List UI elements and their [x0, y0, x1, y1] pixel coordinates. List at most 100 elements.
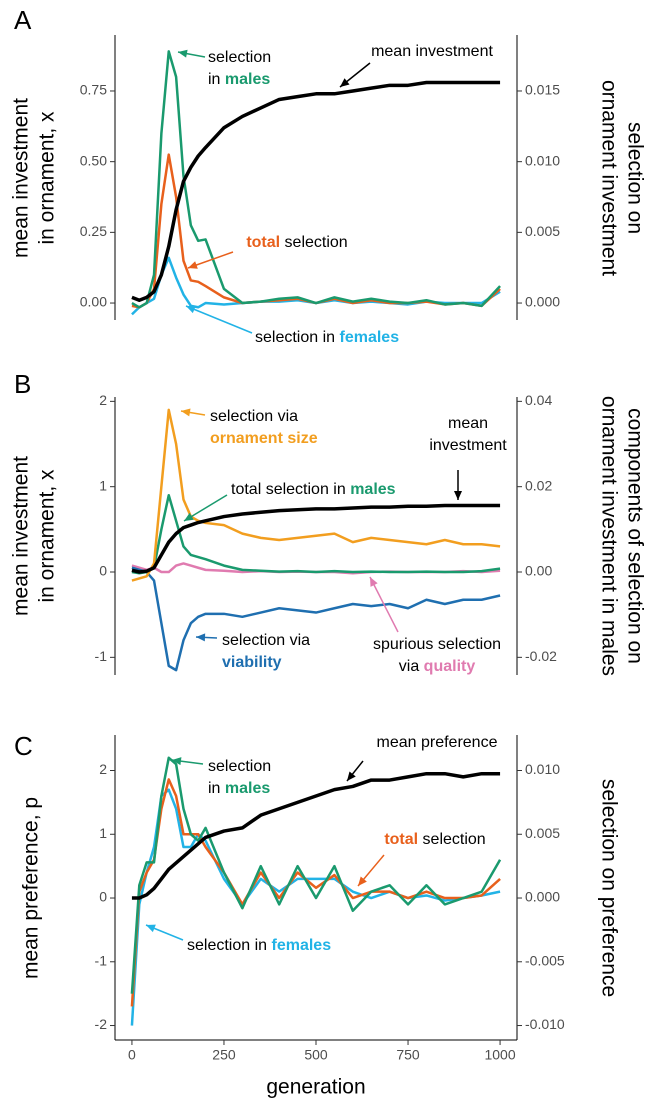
annotation: mean investment [371, 43, 493, 60]
annotation-part: total [384, 831, 418, 848]
y-axis-label: mean investment [10, 456, 33, 616]
annotation: total selection in males [231, 481, 396, 498]
x-axis-label: generation [266, 1076, 365, 1099]
y-tick-label: 0.50 [80, 152, 107, 168]
annotation: investment [429, 437, 507, 454]
arrow-shaft [369, 576, 399, 633]
arrow-head [188, 261, 198, 269]
annotation: total selection [246, 234, 347, 251]
arrow-head [370, 577, 378, 587]
y-tick-label: 1 [99, 825, 107, 841]
x-tick-label: 750 [396, 1047, 420, 1063]
annotation-part: selection in [255, 329, 340, 346]
y-tick-label: 0 [99, 563, 107, 579]
y2-tick-label: -0.005 [525, 952, 565, 968]
y2-axis-label: ornament investment [597, 80, 620, 276]
annotation-part: total [246, 234, 280, 251]
annotation-part: selection via [210, 408, 298, 425]
arrow-head [454, 491, 462, 500]
annotation: via quality [399, 658, 476, 675]
y2-tick-label: 0.005 [525, 223, 560, 239]
y2-tick-label: 0.02 [525, 477, 552, 493]
annotation: mean preference [377, 734, 498, 751]
annotation: ornament size [210, 430, 318, 447]
annotation-part: mean investment [371, 43, 493, 60]
y2-tick-label: 0.000 [525, 889, 560, 905]
y-tick-label: 2 [99, 392, 107, 408]
annotation-part: selection [418, 831, 486, 848]
y-tick-label: 0.25 [80, 223, 107, 239]
annotation-part: in [208, 780, 225, 797]
y2-tick-label: 0.00 [525, 563, 552, 579]
y2-tick-label: 0.005 [525, 825, 560, 841]
annotation: selection [208, 49, 271, 66]
arrow-head [186, 305, 196, 314]
annotation-part: total selection in [231, 481, 350, 498]
arrow-head [146, 924, 156, 933]
y2-axis-label: ornament investment in males [597, 396, 620, 676]
arrow-head [340, 78, 350, 87]
annotation: in males [208, 780, 270, 797]
annotation-part: investment [429, 437, 507, 454]
y2-tick-label: 0.010 [525, 152, 560, 168]
y2-tick-label: -0.02 [525, 648, 557, 664]
annotation-part: viability [222, 654, 282, 671]
arrow-head [181, 408, 191, 417]
arrow-head [178, 49, 188, 58]
annotation: mean [448, 415, 488, 432]
arrow-head [196, 633, 206, 642]
annotation: total selection [384, 831, 485, 848]
annotation: selection in females [187, 937, 331, 954]
y-axis-label: mean investment [10, 98, 33, 258]
annotation: selection in females [255, 329, 399, 346]
selection-line [131, 50, 501, 309]
y-tick-label: 0.75 [80, 82, 107, 98]
y2-axis-label: components of selection on [623, 408, 646, 664]
annotation-part: females [340, 329, 400, 346]
arrow-head [184, 512, 194, 521]
panel-label: C [14, 731, 33, 761]
mean-line [131, 503, 501, 574]
y-axis-label: mean preference, p [20, 797, 43, 979]
y-tick-label: 0 [99, 889, 107, 905]
annotation-part: ornament size [210, 430, 318, 447]
panel-label: A [14, 5, 32, 35]
annotation-part: selection [208, 758, 271, 775]
y-tick-label: 2 [99, 761, 107, 777]
y-tick-label: -2 [95, 1016, 108, 1032]
mean-line [131, 771, 501, 900]
selection-line [130, 756, 502, 994]
arrow-head [347, 771, 356, 781]
annotation: selection via [210, 408, 298, 425]
annotation-part: males [225, 71, 270, 88]
y2-tick-label: 0.04 [525, 392, 552, 408]
selection-line [131, 408, 501, 582]
y2-tick-label: 0.000 [525, 294, 560, 310]
y2-axis-label: selection on preference [597, 779, 620, 997]
annotation-part: via [399, 658, 424, 675]
arrow-head [358, 876, 367, 886]
annotation-part: males [350, 481, 395, 498]
annotation-part: quality [424, 658, 476, 675]
annotation-part: selection [208, 49, 271, 66]
y2-tick-label: -0.010 [525, 1016, 565, 1032]
y2-tick-label: 0.010 [525, 761, 560, 777]
annotation-part: males [225, 780, 270, 797]
panel-label: B [14, 369, 31, 399]
annotation-part: in [208, 71, 225, 88]
annotation: selection [208, 758, 271, 775]
annotation: spurious selection [373, 636, 501, 653]
selection-line [131, 493, 501, 575]
x-tick-label: 1000 [484, 1047, 515, 1063]
annotation: selection via [222, 632, 310, 649]
selection-line [131, 566, 501, 672]
mean-line [131, 80, 501, 302]
annotation-part: mean [448, 415, 488, 432]
y-tick-label: -1 [95, 952, 108, 968]
annotation-part: females [272, 937, 332, 954]
selection-line [130, 778, 501, 1007]
annotation: in males [208, 71, 270, 88]
y-axis-label: in ornament, x [36, 469, 59, 603]
annotation-part: spurious selection [373, 636, 501, 653]
